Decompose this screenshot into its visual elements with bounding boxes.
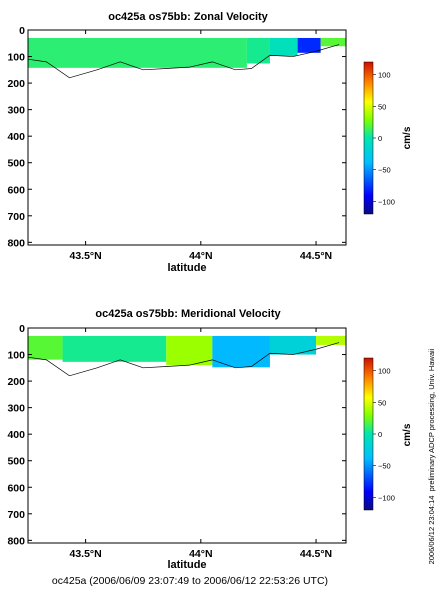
plot-frame	[27, 29, 347, 246]
velocity-cell	[246, 37, 270, 64]
colorbar-tick-label: 100	[378, 71, 391, 80]
x-axis-label: latitude	[167, 262, 206, 274]
velocity-cell	[316, 335, 346, 345]
x-tick-label: 44°N	[189, 250, 212, 262]
colorbar-tick-label: −50	[378, 166, 391, 175]
velocity-cell	[320, 37, 346, 47]
colorbar-label: cm/s	[402, 423, 413, 446]
y-tick-label: 600	[7, 184, 25, 196]
velocity-cell	[297, 37, 321, 53]
x-tick-label: 44°N	[189, 548, 212, 560]
colorbar-tick-label: −100	[378, 197, 395, 206]
panel-title: oc425a os75bb: Meridional Velocity	[95, 308, 281, 320]
y-tick-label: 700	[7, 509, 25, 521]
y-tick-label: 800	[7, 535, 25, 547]
plot-frame	[27, 327, 347, 544]
velocity-cell	[28, 37, 247, 68]
meridional-velocity-panel: oc425a os75bb: Meridional Velocity 0 100 2…	[7, 308, 413, 571]
y-tick-label: 200	[7, 376, 25, 388]
y-tick-label: 100	[7, 350, 25, 362]
x-tick-label: 44.5°N	[300, 548, 332, 560]
y-tick-label: 500	[7, 456, 25, 468]
velocity-cell	[269, 37, 298, 57]
y-tick-label: 300	[7, 403, 25, 415]
velocity-cell	[28, 335, 63, 360]
y-tick-label: 300	[7, 105, 25, 117]
zonal-velocity-panel: oc425a os75bb: Zonal Velocity 0 100 200 300…	[7, 11, 413, 274]
y-tick-label: 500	[7, 158, 25, 170]
velocity-cell	[212, 335, 270, 368]
colorbar-gradient	[363, 61, 374, 215]
colorbar-tick-label: 50	[378, 398, 386, 407]
x-tick-label: 43.5°N	[69, 250, 101, 262]
side-timestamp: 2006/06/12 23:04:14	[427, 496, 436, 565]
side-processing-note: preliminary ADCP processing, Univ. Hawai…	[427, 348, 436, 491]
x-axis-label: latitude	[167, 559, 206, 571]
y-tick-label: 0	[19, 25, 25, 37]
y-tick-label: 700	[7, 211, 25, 223]
colorbar-tick-label: 0	[378, 430, 382, 439]
colorbar-tick-label: 100	[378, 367, 391, 376]
colorbar-tick-label: −50	[378, 462, 391, 471]
y-tick-label: 200	[7, 78, 25, 90]
colorbar-tick-label: −100	[378, 493, 395, 502]
colorbar-tick-label: 0	[378, 134, 382, 143]
panel-title: oc425a os75bb: Zonal Velocity	[108, 11, 268, 23]
velocity-cell	[62, 335, 167, 362]
velocity-cell	[166, 335, 213, 366]
y-tick-label: 400	[7, 131, 25, 143]
colorbar: 100 50 0 −50 −100	[363, 61, 395, 215]
footer-time-range: oc425a (2006/06/09 23:07:49 to 2006/06/1…	[52, 575, 328, 587]
colorbar: 100 50 0 −50 −100	[363, 357, 395, 511]
y-tick-label: 100	[7, 52, 25, 64]
colorbar-label: cm/s	[402, 126, 413, 149]
zero-contour	[27, 342, 340, 377]
x-tick-label: 43.5°N	[69, 548, 101, 560]
colorbar-gradient	[363, 357, 374, 511]
velocity-cell	[269, 335, 317, 355]
x-tick-label: 44.5°N	[300, 250, 332, 262]
y-tick-label: 400	[7, 429, 25, 441]
colorbar-tick-label: 50	[378, 102, 386, 111]
y-tick-label: 800	[7, 237, 25, 249]
y-tick-label: 0	[19, 323, 25, 335]
zero-contour	[27, 44, 340, 79]
y-tick-label: 600	[7, 482, 25, 494]
